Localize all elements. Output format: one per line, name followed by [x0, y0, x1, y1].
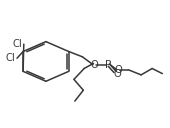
Text: O: O [90, 60, 98, 70]
Text: O: O [113, 69, 121, 79]
Text: P: P [105, 60, 111, 70]
Text: Cl: Cl [6, 53, 16, 63]
Text: Cl: Cl [13, 39, 22, 49]
Text: O: O [114, 65, 122, 75]
